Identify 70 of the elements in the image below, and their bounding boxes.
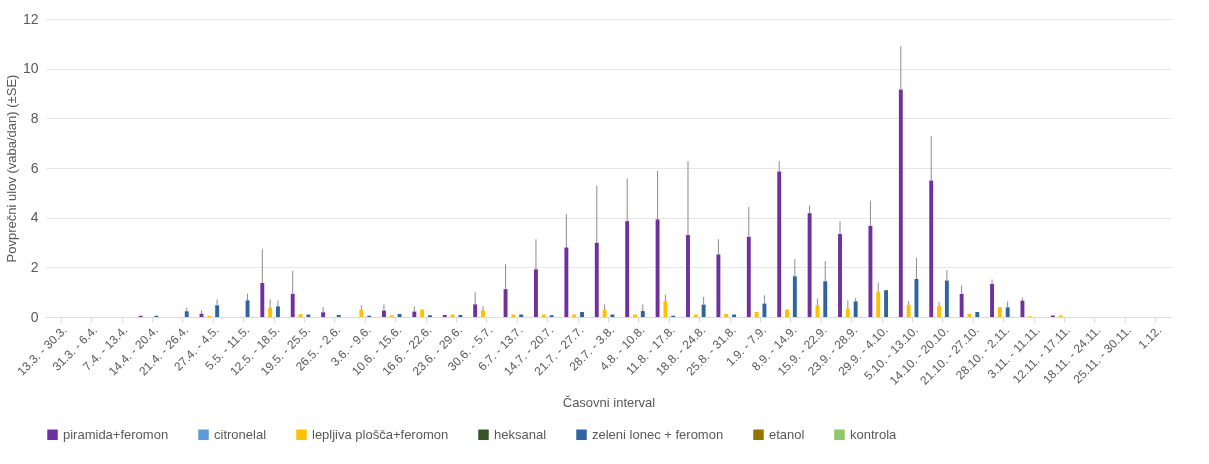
bar: [785, 309, 789, 317]
x-axis-title: Časovni interval: [562, 395, 656, 410]
bar: [845, 308, 850, 317]
bar: [663, 301, 668, 317]
bar: [754, 312, 759, 317]
y-tick-label: 10: [22, 60, 39, 77]
bar: [1020, 300, 1025, 317]
bar: [746, 236, 751, 317]
bar: [534, 269, 538, 317]
bar: [959, 293, 964, 317]
legend-label: piramida+feromon: [63, 426, 169, 442]
bar: [876, 291, 881, 317]
legend-label: heksanal: [494, 426, 547, 442]
bar: [594, 242, 599, 317]
bar: [184, 311, 189, 317]
bar: [937, 306, 941, 317]
legend-label: etanol: [769, 426, 805, 442]
y-tick-label: 8: [30, 109, 39, 126]
y-axis-title: Povprečni ulov (vaba/dan) (±SE): [3, 74, 19, 263]
bar: [268, 307, 273, 317]
bar: [997, 307, 1002, 317]
legend-label: lepljiva plošča+feromon: [312, 426, 449, 442]
bar: [975, 312, 980, 317]
bar: [724, 314, 729, 317]
bar: [898, 89, 903, 317]
bar: [884, 290, 889, 317]
bar: [807, 213, 812, 317]
bar: [906, 304, 911, 317]
bar: [602, 309, 607, 317]
y-tick-label: 4: [30, 209, 39, 226]
bar: [359, 309, 364, 317]
bar: [321, 312, 326, 317]
bar: [868, 225, 873, 317]
bar: [481, 310, 485, 317]
bar: [853, 301, 858, 317]
legend-label: zeleni lonec + feromon: [592, 426, 724, 442]
bar: [823, 281, 828, 317]
bar: [276, 306, 280, 317]
bar: [397, 314, 402, 317]
bar: [260, 282, 265, 317]
bar: [564, 247, 569, 317]
bar: [815, 305, 820, 317]
bar: [655, 219, 660, 317]
bar: [762, 303, 767, 317]
bar: [503, 289, 508, 317]
bar: [686, 235, 690, 317]
bar: [838, 234, 842, 317]
bar: [777, 171, 782, 317]
legend-label: kontrola: [850, 426, 898, 442]
bar: [640, 311, 645, 317]
bar: [420, 309, 425, 317]
bar: [1005, 307, 1010, 317]
bar: [580, 312, 584, 317]
bar: [716, 254, 721, 317]
y-tick-label: 6: [30, 159, 39, 176]
bar: [412, 311, 417, 317]
bar: [944, 280, 949, 317]
y-tick-label: 12: [22, 10, 39, 27]
y-tick-label: 0: [30, 308, 39, 325]
bar: [929, 180, 934, 317]
legend-label: citronelal: [214, 426, 267, 442]
bar: [625, 221, 630, 317]
y-tick-label: 2: [30, 258, 39, 275]
bar: [381, 310, 386, 317]
bar: [990, 283, 994, 317]
bar: [290, 293, 295, 317]
bar: [473, 304, 478, 317]
bar: [701, 304, 706, 317]
bar: [792, 276, 797, 317]
bar: [215, 305, 220, 317]
